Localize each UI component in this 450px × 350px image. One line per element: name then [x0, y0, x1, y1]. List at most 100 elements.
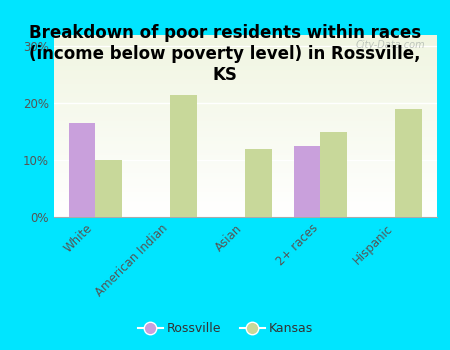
Bar [54, 164, 436, 166]
Bar [54, 141, 436, 142]
Bar [54, 93, 436, 95]
Bar [54, 50, 436, 51]
Bar [54, 182, 436, 184]
Bar [54, 77, 436, 79]
Bar [54, 172, 436, 173]
Bar [54, 124, 436, 126]
Bar [54, 99, 436, 100]
Bar [54, 133, 436, 135]
Bar [54, 130, 436, 132]
Bar [54, 175, 436, 177]
Bar [54, 53, 436, 55]
Bar [54, 184, 436, 186]
Bar [54, 139, 436, 141]
Bar [54, 186, 436, 188]
Bar [54, 55, 436, 57]
Bar [54, 48, 436, 50]
Bar [54, 73, 436, 75]
Bar [54, 214, 436, 215]
Bar [54, 202, 436, 204]
Bar [54, 173, 436, 175]
Bar [54, 197, 436, 199]
Bar [54, 97, 436, 99]
Bar [54, 155, 436, 157]
Bar [54, 195, 436, 197]
Bar [54, 75, 436, 77]
Bar [54, 161, 436, 162]
Bar [54, 142, 436, 144]
Bar [54, 115, 436, 117]
Legend: Rossville, Kansas: Rossville, Kansas [132, 317, 318, 340]
Bar [54, 150, 436, 152]
Bar [320, 132, 346, 217]
Bar [54, 66, 436, 68]
Bar [54, 38, 436, 41]
Bar [54, 70, 436, 71]
Text: Breakdown of poor residents within races
(income below poverty level) in Rossvil: Breakdown of poor residents within races… [29, 25, 421, 84]
Bar [54, 210, 436, 211]
Bar [54, 128, 436, 130]
Bar [54, 102, 436, 104]
Bar [54, 91, 436, 93]
Bar [54, 159, 436, 161]
Bar [294, 146, 320, 217]
Bar [54, 211, 436, 214]
Bar [54, 86, 436, 88]
Bar [54, 146, 436, 148]
Bar [54, 95, 436, 97]
Bar [54, 62, 436, 64]
Bar [54, 135, 436, 137]
Bar [54, 166, 436, 168]
Bar [54, 148, 436, 150]
Bar [54, 37, 436, 38]
Bar [54, 152, 436, 153]
Bar [54, 79, 436, 80]
Bar [54, 80, 436, 82]
Bar [54, 59, 436, 61]
Bar [54, 120, 436, 122]
Bar [54, 35, 436, 37]
Bar [54, 132, 436, 133]
Bar [395, 109, 422, 217]
Bar [54, 64, 436, 66]
Bar [54, 119, 436, 120]
Bar [54, 215, 436, 217]
Bar [54, 177, 436, 179]
Bar [54, 126, 436, 128]
Bar [54, 57, 436, 59]
Bar [54, 42, 436, 44]
Bar [69, 123, 95, 217]
Bar [54, 100, 436, 102]
Bar [54, 122, 436, 124]
Bar [54, 168, 436, 170]
Bar [170, 95, 197, 217]
Bar [54, 117, 436, 119]
Bar [54, 90, 436, 91]
Bar [54, 208, 436, 210]
Bar [54, 46, 436, 48]
Bar [54, 179, 436, 181]
Bar [54, 110, 436, 111]
Bar [54, 51, 436, 53]
Bar [54, 162, 436, 164]
Bar [54, 88, 436, 90]
Bar [54, 199, 436, 201]
Bar [54, 41, 436, 42]
Bar [54, 44, 436, 46]
Bar [54, 170, 436, 172]
Bar [54, 71, 436, 73]
Bar [54, 111, 436, 113]
Bar [54, 206, 436, 208]
Bar [54, 104, 436, 106]
Bar [54, 144, 436, 146]
Bar [95, 160, 122, 217]
Bar [54, 201, 436, 202]
Bar [54, 113, 436, 115]
Bar [54, 191, 436, 193]
Bar [54, 108, 436, 110]
Bar [54, 157, 436, 159]
Bar [54, 82, 436, 84]
Bar [54, 153, 436, 155]
Bar [54, 193, 436, 195]
Bar [54, 106, 436, 108]
